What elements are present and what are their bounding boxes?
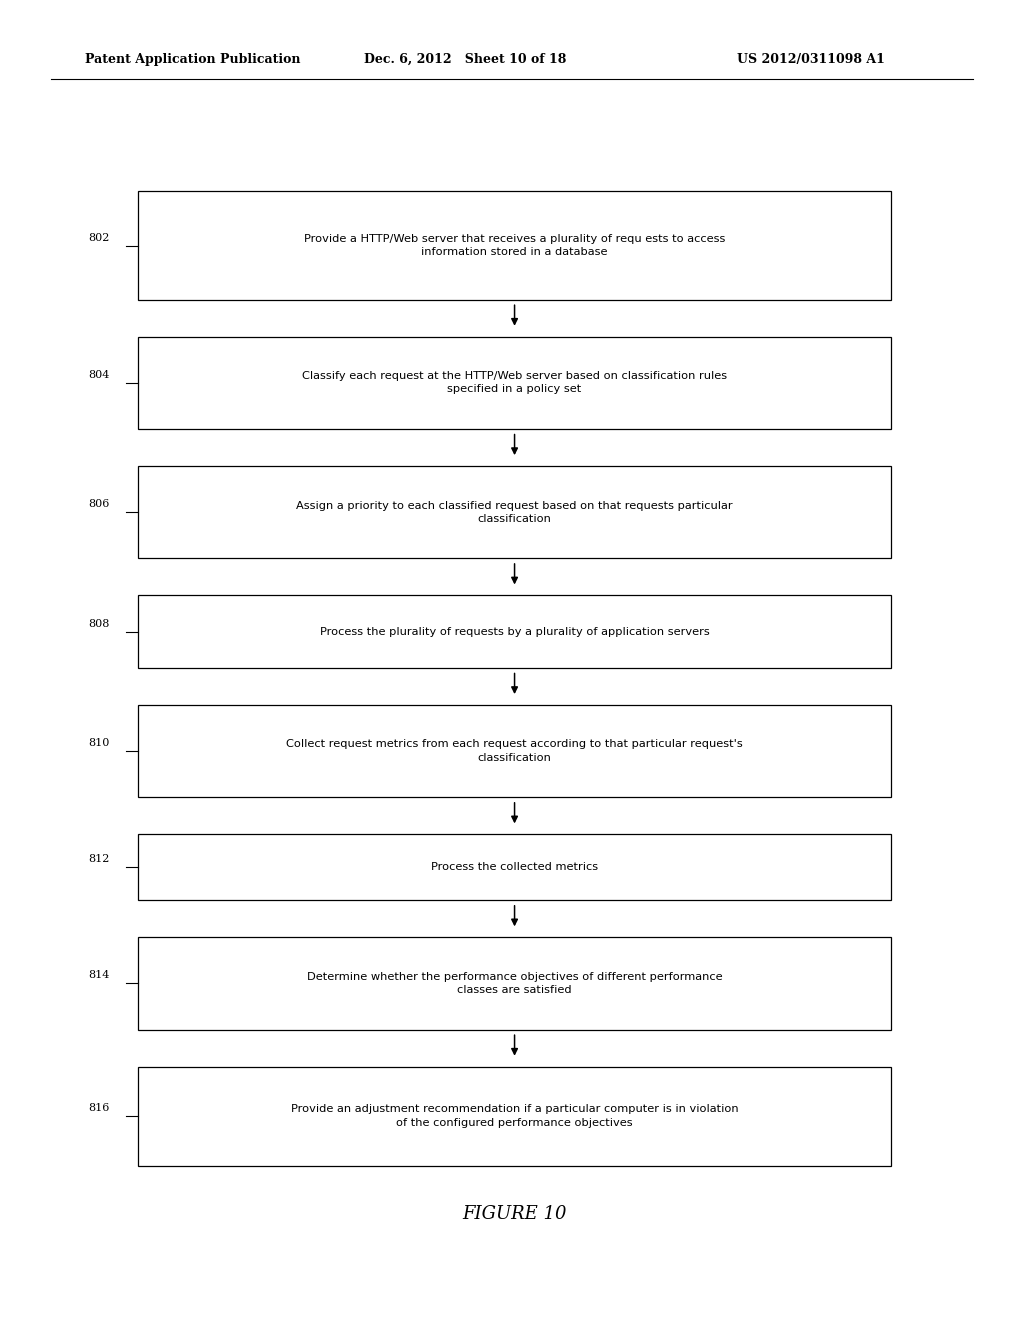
Bar (138, 191, 891, 300)
Text: Patent Application Publication: Patent Application Publication (85, 53, 300, 66)
Text: 804: 804 (88, 370, 110, 380)
Text: 812: 812 (88, 854, 110, 865)
Text: Provide an adjustment recommendation if a particular computer is in violation
of: Provide an adjustment recommendation if … (291, 1105, 738, 1127)
Text: Collect request metrics from each request according to that particular request's: Collect request metrics from each reques… (286, 739, 743, 763)
Text: Assign a priority to each classified request based on that requests particular
c: Assign a priority to each classified req… (296, 500, 733, 524)
Text: US 2012/0311098 A1: US 2012/0311098 A1 (737, 53, 885, 66)
Text: Process the plurality of requests by a plurality of application servers: Process the plurality of requests by a p… (319, 627, 710, 636)
Text: Dec. 6, 2012   Sheet 10 of 18: Dec. 6, 2012 Sheet 10 of 18 (364, 53, 566, 66)
Bar (138, 937, 891, 1030)
Bar (138, 1067, 891, 1166)
Bar (138, 834, 891, 900)
Text: 816: 816 (88, 1104, 110, 1113)
Text: 806: 806 (88, 499, 110, 510)
Text: Classify each request at the HTTP/Web server based on classification rules
speci: Classify each request at the HTTP/Web se… (302, 371, 727, 395)
Text: 810: 810 (88, 738, 110, 748)
Text: Process the collected metrics: Process the collected metrics (431, 862, 598, 873)
Text: 802: 802 (88, 232, 110, 243)
Bar (138, 337, 891, 429)
Bar (138, 595, 891, 668)
Text: 808: 808 (88, 619, 110, 628)
Bar (138, 466, 891, 558)
Text: 814: 814 (88, 970, 110, 981)
Bar (138, 705, 891, 797)
Text: FIGURE 10: FIGURE 10 (462, 1205, 567, 1224)
Text: Determine whether the performance objectives of different performance
classes ar: Determine whether the performance object… (307, 972, 722, 995)
Text: Provide a HTTP/Web server that receives a plurality of requ ests to access
infor: Provide a HTTP/Web server that receives … (304, 234, 725, 257)
